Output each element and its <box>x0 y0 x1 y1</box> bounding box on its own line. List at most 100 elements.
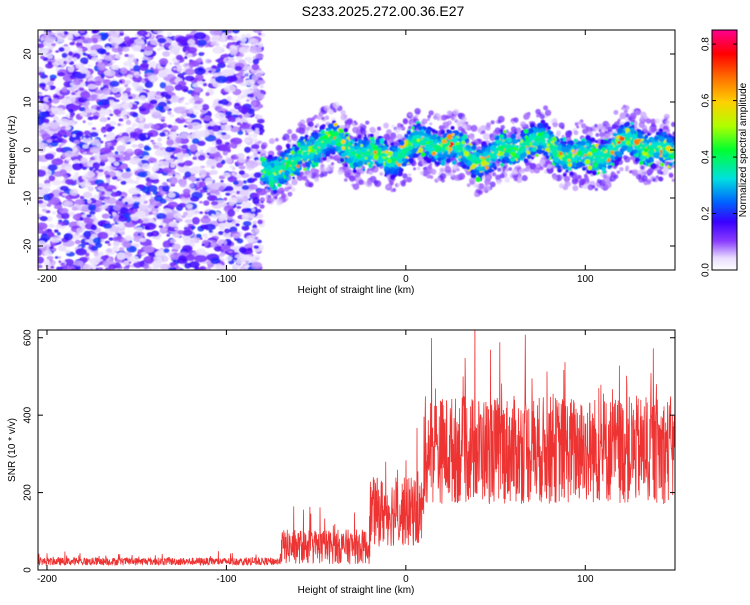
spectrogram-halo-cell <box>602 174 607 179</box>
spectrogram-noise-cell <box>126 111 130 115</box>
spectrogram-noise-cell <box>220 143 231 152</box>
spectrogram-noise-cell <box>125 234 132 242</box>
spectrogram-halo-cell <box>539 113 545 120</box>
spectrogram-noise-cell <box>138 162 144 167</box>
spectrogram-noise-cell <box>76 221 83 226</box>
spectrogram-halo-cell <box>594 123 598 128</box>
spectrogram-noise-cell <box>128 187 141 195</box>
spectrogram-noise-cell <box>224 157 233 164</box>
spectrogram-halo-cell <box>574 122 579 126</box>
spectrogram-noise-cell <box>48 223 55 228</box>
spectrogram-noise-cell <box>199 211 204 214</box>
spectrogram-halo-cell <box>544 109 552 117</box>
spectrogram-noise-cell <box>235 102 240 106</box>
spectrogram-noise-cell <box>119 30 124 33</box>
spectrogram-halo-cell <box>426 117 430 121</box>
spectrogram-noise-cell <box>184 55 188 60</box>
spectrogram-noise-cell <box>223 197 228 201</box>
spectrogram-noise-cell <box>155 146 158 150</box>
spectrogram-noise-cell <box>215 75 228 84</box>
spectrogram-noise-cell <box>109 225 120 232</box>
spectrogram-noise-cell <box>230 245 237 250</box>
spectrogram-halo-cell <box>397 133 403 140</box>
spectrogram-noise-cell <box>99 154 108 161</box>
spectrogram-noise-cell <box>242 180 247 184</box>
spectrogram-noise-cell <box>100 127 107 134</box>
spectrogram-noise-cell <box>114 170 122 177</box>
spectrogram-noise-cell <box>103 223 113 229</box>
spectrogram-halo-cell <box>435 177 440 182</box>
spectrogram-halo-cell <box>444 166 452 173</box>
spectrogram-noise-cell <box>176 257 188 264</box>
spectrogram-noise-cell <box>51 158 64 166</box>
spectrogram-noise-cell <box>185 203 193 209</box>
spectrogram-noise-cell <box>80 180 92 189</box>
spectrogram-noise-cell <box>236 191 241 194</box>
spectrogram-noise-cell <box>150 139 155 143</box>
spectrogram-noise-cell <box>210 196 216 202</box>
spectrogram-halo-cell <box>319 173 324 178</box>
spectrogram-halo-cell <box>664 169 669 173</box>
spectrogram-halo-cell <box>595 133 600 137</box>
spectrogram-noise-cell <box>150 124 160 130</box>
spectrogram-noise-cell <box>131 122 138 128</box>
spectrogram-noise-cell <box>65 194 74 200</box>
spectrogram-noise-cell <box>100 117 108 122</box>
spectrogram-noise-cell <box>54 58 64 66</box>
spectrogram-noise-cell <box>192 103 203 111</box>
spectrogram-noise-cell <box>200 115 205 119</box>
spectrogram-noise-cell <box>221 133 231 140</box>
spectrogram-halo-cell <box>427 164 432 170</box>
spectrogram-noise-cell <box>143 155 151 160</box>
spectrogram-noise-cell <box>137 232 141 237</box>
spectrogram-noise-cell <box>235 258 245 265</box>
spectrogram-noise-cell <box>47 54 54 60</box>
spectrogram-noise-cell <box>57 255 62 259</box>
spectrogram-noise-cell <box>242 75 246 79</box>
spectrogram-noise-cell <box>48 85 56 90</box>
spectrogram-noise-cell <box>154 194 163 202</box>
spectrogram-noise-cell <box>110 87 119 94</box>
spectrogram-halo-cell <box>277 145 283 151</box>
spectrogram-noise-cell <box>182 188 191 195</box>
spectrogram-noise-cell <box>46 256 54 261</box>
spectrogram-noise-cell <box>38 227 44 234</box>
spectrogram-halo-cell <box>402 117 408 124</box>
spectrogram-noise-cell <box>162 227 168 232</box>
spectrogram-halo-cell <box>635 173 642 180</box>
spectrogram-noise-cell <box>41 133 52 141</box>
spectrogram-noise-cell <box>120 136 132 143</box>
spectrogram-noise-cell <box>253 152 258 157</box>
spectrogram-noise-cell <box>200 216 211 224</box>
spectrogram-noise-cell <box>214 105 223 112</box>
spectrogram-halo-cell <box>438 125 443 130</box>
spectrogram-noise-cell <box>72 57 78 62</box>
spectrogram-noise-cell <box>252 255 261 261</box>
spectrogram-noise-cell <box>108 263 117 270</box>
spectrogram-noise-cell <box>213 98 221 106</box>
spectrogram-halo-cell <box>580 123 587 129</box>
spectrogram-noise-cell <box>249 46 262 54</box>
spectrogram-noise-cell <box>190 225 196 230</box>
spectrogram-noise-cell <box>120 67 128 75</box>
spectrogram-band-cell <box>362 168 366 172</box>
spectrogram-noise-cell <box>239 42 246 46</box>
spectrogram-noise-cell <box>164 85 175 93</box>
spectrogram-halo-cell <box>352 183 360 190</box>
spectrogram-noise-cell <box>240 36 247 43</box>
spectrogram-halo-cell <box>596 178 602 184</box>
spectrogram-noise-cell <box>63 258 74 267</box>
spectrogram-noise-cell <box>241 201 252 209</box>
spectrogram-noise-cell <box>86 214 92 218</box>
spectrogram-noise-cell <box>43 187 51 193</box>
spectrogram-noise-cell <box>111 223 115 226</box>
spectrogram-halo-cell <box>452 109 460 116</box>
spectrogram-noise-cell <box>64 179 75 185</box>
spectrogram-noise-cell <box>103 69 116 77</box>
spectrogram-noise-cell <box>170 100 173 103</box>
spectrogram-halo-cell <box>427 114 431 119</box>
spectrogram-halo-cell <box>318 111 324 117</box>
spectrogram-halo-cell <box>291 178 298 186</box>
spectrogram-halo-cell <box>385 129 392 135</box>
spectrogram-noise-cell <box>50 265 55 269</box>
